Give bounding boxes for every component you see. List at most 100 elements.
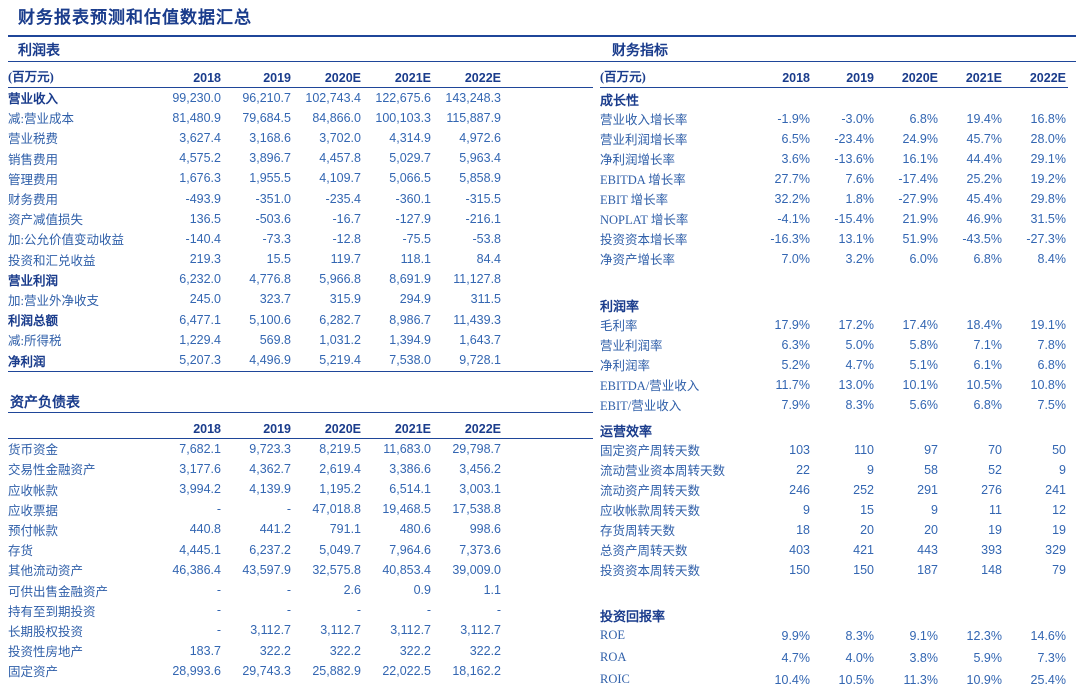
cell-value: -13.6% bbox=[834, 151, 874, 166]
row-label: 财务费用 bbox=[8, 193, 59, 208]
cell-value: -43.5% bbox=[962, 231, 1002, 246]
cell-value: -15.4% bbox=[834, 211, 874, 226]
table-row: 减:营业成本 81,480.9 79,684.5 84,866.0 100,103.3 1… bbox=[8, 108, 593, 128]
year-column-header: 2019 bbox=[263, 421, 291, 436]
table-row: 可供出售金融资产 - - 2.6 0.9 1.1 bbox=[8, 580, 593, 600]
cell-value: 16.1% bbox=[902, 151, 938, 166]
cell-value: 7,538.0 bbox=[389, 353, 431, 368]
row-label: 长期股权投资 bbox=[8, 624, 84, 639]
year-column-header: 2021E bbox=[394, 421, 431, 436]
cell-value: 19.2% bbox=[1030, 171, 1066, 186]
cell-value: 12 bbox=[1052, 502, 1066, 517]
cell-value: 1,676.3 bbox=[179, 171, 221, 186]
cell-value: 6,477.1 bbox=[179, 312, 221, 327]
row-label: 营业税费 bbox=[8, 132, 59, 147]
cell-value: 39,009.0 bbox=[452, 562, 501, 577]
cell-value: 20 bbox=[924, 522, 938, 537]
cell-value: 8,691.9 bbox=[389, 272, 431, 287]
cell-value: 6.1% bbox=[973, 357, 1003, 372]
cell-value: 7.5% bbox=[1037, 397, 1067, 412]
income-statement-table: 营业收入 99,230.0 96,210.7 102,743.4 122,675.6 14… bbox=[8, 88, 593, 371]
cell-value: 4,496.9 bbox=[249, 353, 291, 368]
cell-value: 1,955.5 bbox=[249, 171, 291, 186]
year-column-header: 2018 bbox=[193, 421, 221, 436]
cell-value: -140.4 bbox=[185, 231, 221, 246]
row-label: 毛利率 bbox=[600, 319, 638, 333]
cell-value: 421 bbox=[853, 542, 874, 557]
year-column-header: 2020E bbox=[901, 70, 938, 85]
row-label: 营业利润 bbox=[8, 273, 59, 288]
table-row: 投资资本增长率 -16.3% 13.1% 51.9% -43.5% -27.3% bbox=[600, 229, 1068, 249]
table-row: EBITDA 增长率 27.7% 7.6% -17.4% 25.2% 19.2% bbox=[600, 169, 1068, 189]
cell-value: 3,994.2 bbox=[179, 482, 221, 497]
cell-value: 3,702.0 bbox=[319, 130, 361, 145]
cell-value: 7.8% bbox=[1037, 337, 1067, 352]
cell-value: 3,386.6 bbox=[389, 461, 431, 476]
cell-value: -503.6 bbox=[255, 211, 291, 226]
right-column: (百万元) 2018 2019 2020E 2021E 2022E 成长性 营业收入增长率 -… bbox=[600, 62, 1068, 689]
financial-indicators-header-row: (百万元) 2018 2019 2020E 2021E 2022E bbox=[600, 62, 1068, 88]
cell-value: 11,127.8 bbox=[453, 272, 501, 287]
row-label: 管理费用 bbox=[8, 172, 59, 187]
table-row: ROA 4.7% 4.0% 3.8% 5.9% 7.3% bbox=[600, 647, 1068, 669]
table-row: 营业税费 3,627.4 3,168.6 3,702.0 4,314.9 4,972.6 bbox=[8, 128, 593, 148]
year-column-header: 2022E bbox=[464, 421, 501, 436]
row-label: 投资和汇兑收益 bbox=[8, 253, 96, 268]
row-label: EBITDA 增长率 bbox=[600, 173, 686, 187]
cell-value: 5,219.4 bbox=[319, 353, 361, 368]
row-label: 存货周转天数 bbox=[600, 524, 676, 538]
cell-value: 3,003.1 bbox=[459, 482, 501, 497]
cell-value: 18,162.2 bbox=[452, 663, 501, 678]
cell-value: 100,103.3 bbox=[375, 110, 431, 125]
cell-value: 10.1% bbox=[902, 377, 938, 392]
table-row: EBIT/营业收入 7.9% 8.3% 5.6% 6.8% 7.5% bbox=[600, 395, 1068, 415]
cell-value: 322.2 bbox=[399, 643, 431, 658]
table-row: 投资和汇兑收益 219.3 15.5 119.7 118.1 84.4 bbox=[8, 249, 593, 269]
row-label: 可供出售金融资产 bbox=[8, 584, 109, 599]
cell-value: 110 bbox=[854, 442, 874, 457]
cell-value: 150 bbox=[853, 562, 874, 577]
table-row: 投资资本周转天数 150 150 187 148 79 bbox=[600, 560, 1068, 580]
cell-value: 150 bbox=[789, 562, 810, 577]
cell-value: - bbox=[286, 502, 291, 517]
cell-value: 1.8% bbox=[845, 191, 875, 206]
cell-value: 1,195.2 bbox=[319, 482, 361, 497]
cell-value: 6.8% bbox=[909, 111, 939, 126]
cell-value: 25,882.9 bbox=[312, 663, 361, 678]
table-row: 营业利润 6,232.0 4,776.8 5,966.8 8,691.9 11,127.8 bbox=[8, 269, 593, 289]
indicator-group-title: 投资回报率 bbox=[600, 608, 666, 624]
indicator-group: 利润率 毛利率 17.9% 17.2% 17.4% 18.4% 19.1% 营业利润率 6.3%… bbox=[600, 296, 1068, 415]
cell-value: -17.4% bbox=[898, 171, 938, 186]
cell-value: 329 bbox=[1045, 542, 1066, 557]
cell-value: 19 bbox=[988, 522, 1002, 537]
cell-value: 58 bbox=[924, 462, 938, 477]
cell-value: 4,776.8 bbox=[249, 272, 291, 287]
table-row: 净利润率 5.2% 4.7% 5.1% 6.1% 6.8% bbox=[600, 355, 1068, 375]
row-label: EBIT 增长率 bbox=[600, 193, 669, 207]
cell-value: 311.5 bbox=[470, 292, 501, 307]
row-label: 投资性房地产 bbox=[8, 645, 84, 660]
unit-label: (百万元) bbox=[8, 69, 54, 84]
cell-value: -315.5 bbox=[465, 191, 501, 206]
table-row: 投资性房地产 183.7 322.2 322.2 322.2 322.2 bbox=[8, 641, 593, 661]
cell-value: 11,683.0 bbox=[383, 441, 431, 456]
table-row: 加:公允价值变动收益 -140.4 -73.3 -12.8 -75.5 -53.8 bbox=[8, 229, 593, 249]
cell-value: 21.9% bbox=[902, 211, 938, 226]
row-label: 总资产周转天数 bbox=[600, 544, 688, 558]
cell-value: 11.7% bbox=[775, 377, 810, 392]
row-label: 交易性金融资产 bbox=[8, 463, 96, 478]
cell-value: 19 bbox=[1052, 522, 1066, 537]
cell-value: 5.8% bbox=[909, 337, 939, 352]
left-column: (百万元) 2018 2019 2020E 2021E 2022E 营业收入 99,230.… bbox=[8, 62, 593, 689]
table-row: ROIC 10.4% 10.5% 11.3% 10.9% 25.4% bbox=[600, 669, 1068, 689]
income-statement-section-title: 利润表 bbox=[18, 44, 60, 59]
table-row: 加:营业外净收支 245.0 323.7 315.9 294.9 311.5 bbox=[8, 289, 593, 309]
cell-value: 7,964.6 bbox=[389, 542, 431, 557]
row-label: 营业收入 bbox=[8, 92, 59, 107]
cell-value: 791.1 bbox=[329, 522, 361, 537]
table-row: 预付帐款 440.8 441.2 791.1 480.6 998.6 bbox=[8, 519, 593, 539]
cell-value: 29,743.3 bbox=[242, 663, 291, 678]
table-row: 净利润增长率 3.6% -13.6% 16.1% 44.4% 29.1% bbox=[600, 149, 1068, 169]
cell-value: 8.4% bbox=[1037, 251, 1067, 266]
